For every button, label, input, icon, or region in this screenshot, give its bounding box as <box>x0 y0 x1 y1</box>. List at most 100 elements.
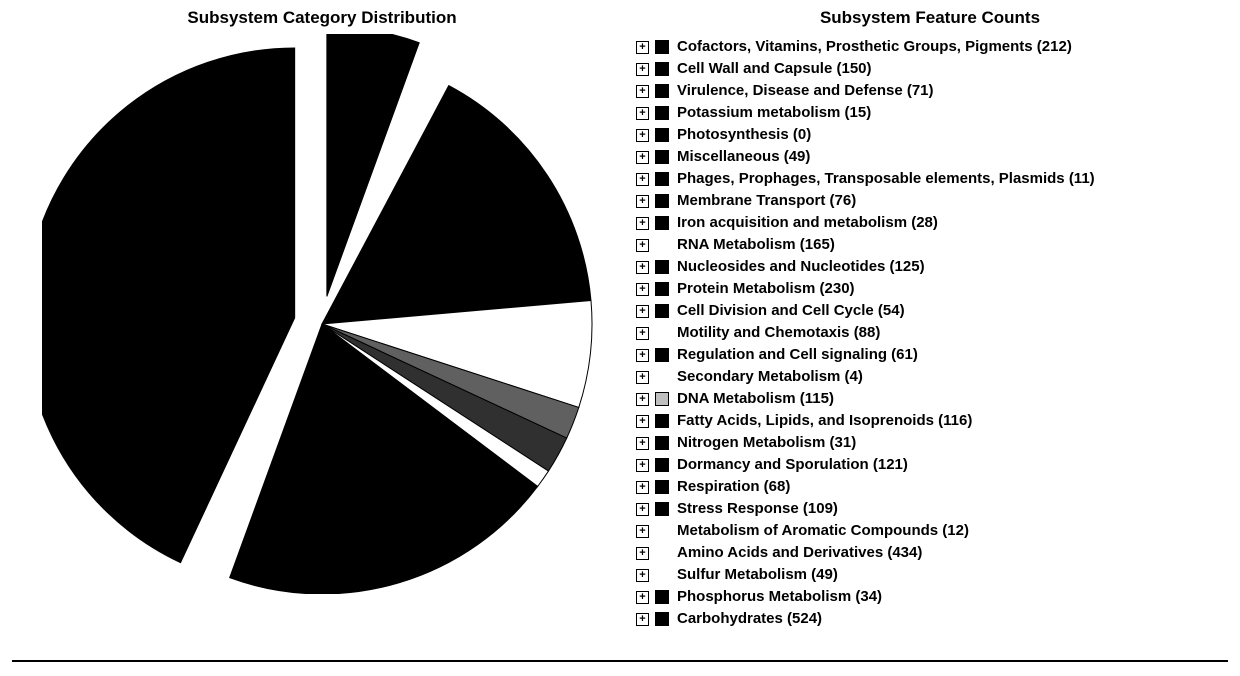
expand-icon[interactable]: + <box>636 85 649 98</box>
legend-item[interactable]: + Nucleosides and Nucleotides (125) <box>636 256 1228 278</box>
main-container: Subsystem Category Distribution Subsyste… <box>0 0 1240 676</box>
color-swatch <box>655 480 669 494</box>
color-swatch <box>655 546 669 560</box>
legend-item[interactable]: + DNA Metabolism (115) <box>636 388 1228 410</box>
legend-label: Regulation and Cell signaling (61) <box>677 344 918 366</box>
expand-icon[interactable]: + <box>636 129 649 142</box>
legend-item[interactable]: + Phosphorus Metabolism (34) <box>636 586 1228 608</box>
legend-item[interactable]: + Cell Wall and Capsule (150) <box>636 58 1228 80</box>
legend-item[interactable]: +Nitrogen Metabolism (31) <box>636 432 1228 454</box>
expand-icon[interactable]: + <box>636 569 649 582</box>
legend-item[interactable]: + Regulation and Cell signaling (61) <box>636 344 1228 366</box>
color-swatch <box>655 436 669 450</box>
legend-item[interactable]: +Cell Division and Cell Cycle (54) <box>636 300 1228 322</box>
legend-label: Amino Acids and Derivatives (434) <box>677 542 922 564</box>
expand-icon[interactable]: + <box>636 305 649 318</box>
expand-icon[interactable]: + <box>636 371 649 384</box>
legend-label: Photosynthesis (0) <box>677 124 811 146</box>
legend-item[interactable]: + Carbohydrates (524) <box>636 608 1228 630</box>
legend-item[interactable]: +Cofactors, Vitamins, Prosthetic Groups,… <box>636 36 1228 58</box>
legend-label: Nucleosides and Nucleotides (125) <box>677 256 925 278</box>
legend-label: Phages, Prophages, Transposable elements… <box>677 168 1095 190</box>
color-swatch <box>655 260 669 274</box>
expand-icon[interactable]: + <box>636 415 649 428</box>
expand-icon[interactable]: + <box>636 503 649 516</box>
legend-item[interactable]: +Metabolism of Aromatic Compounds (12) <box>636 520 1228 542</box>
expand-icon[interactable]: + <box>636 459 649 472</box>
expand-icon[interactable]: + <box>636 525 649 538</box>
legend-label: Membrane Transport (76) <box>677 190 856 212</box>
color-swatch <box>655 106 669 120</box>
legend-label: Carbohydrates (524) <box>677 608 822 630</box>
expand-icon[interactable]: + <box>636 41 649 54</box>
legend-label: Cell Wall and Capsule (150) <box>677 58 872 80</box>
color-swatch <box>655 282 669 296</box>
expand-icon[interactable]: + <box>636 283 649 296</box>
expand-icon[interactable]: + <box>636 393 649 406</box>
legend-label: Dormancy and Sporulation (121) <box>677 454 908 476</box>
expand-icon[interactable]: + <box>636 63 649 76</box>
expand-icon[interactable]: + <box>636 591 649 604</box>
legend-item[interactable]: + Photosynthesis (0) <box>636 124 1228 146</box>
color-swatch <box>655 62 669 76</box>
legend-label: RNA Metabolism (165) <box>677 234 835 256</box>
legend-label: Respiration (68) <box>677 476 790 498</box>
legend-item[interactable]: +Potassium metabolism (15) <box>636 102 1228 124</box>
legend-label: Phosphorus Metabolism (34) <box>677 586 882 608</box>
legend-label: Virulence, Disease and Defense (71) <box>677 80 934 102</box>
legend-item[interactable]: + Amino Acids and Derivatives (434) <box>636 542 1228 564</box>
legend-item[interactable]: + Sulfur Metabolism (49) <box>636 564 1228 586</box>
expand-icon[interactable]: + <box>636 151 649 164</box>
legend-item[interactable]: + RNA Metabolism (165) <box>636 234 1228 256</box>
expand-icon[interactable]: + <box>636 481 649 494</box>
legend-label: Stress Response (109) <box>677 498 838 520</box>
chart-title: Subsystem Category Distribution <box>187 8 456 28</box>
color-swatch <box>655 84 669 98</box>
expand-icon[interactable]: + <box>636 261 649 274</box>
color-swatch <box>655 172 669 186</box>
legend-item[interactable]: + Miscellaneous (49) <box>636 146 1228 168</box>
legend-label: DNA Metabolism (115) <box>677 388 834 410</box>
legend-label: Sulfur Metabolism (49) <box>677 564 838 586</box>
expand-icon[interactable]: + <box>636 217 649 230</box>
legend-item[interactable]: + Virulence, Disease and Defense (71) <box>636 80 1228 102</box>
legend-item[interactable]: + Respiration (68) <box>636 476 1228 498</box>
legend-list: +Cofactors, Vitamins, Prosthetic Groups,… <box>632 34 1228 630</box>
expand-icon[interactable]: + <box>636 437 649 450</box>
legend-item[interactable]: +Iron acquisition and metabolism (28) <box>636 212 1228 234</box>
color-swatch <box>655 304 669 318</box>
legend-item[interactable]: + Membrane Transport (76) <box>636 190 1228 212</box>
color-swatch <box>655 326 669 340</box>
legend-item[interactable]: + Motility and Chemotaxis (88) <box>636 322 1228 344</box>
expand-icon[interactable]: + <box>636 107 649 120</box>
expand-icon[interactable]: + <box>636 173 649 186</box>
expand-icon[interactable]: + <box>636 613 649 626</box>
expand-icon[interactable]: + <box>636 195 649 208</box>
color-swatch <box>655 216 669 230</box>
color-swatch <box>655 40 669 54</box>
legend-item[interactable]: + Phages, Prophages, Transposable element… <box>636 168 1228 190</box>
color-swatch <box>655 590 669 604</box>
legend-item[interactable]: + Protein Metabolism (230) <box>636 278 1228 300</box>
pie-chart <box>42 34 602 594</box>
color-swatch <box>655 238 669 252</box>
color-swatch <box>655 128 669 142</box>
expand-icon[interactable]: + <box>636 547 649 560</box>
legend-label: Protein Metabolism (230) <box>677 278 855 300</box>
expand-icon[interactable]: + <box>636 327 649 340</box>
color-swatch <box>655 568 669 582</box>
legend-label: Motility and Chemotaxis (88) <box>677 322 880 344</box>
pie-slice[interactable] <box>42 48 295 563</box>
expand-icon[interactable]: + <box>636 239 649 252</box>
legend-item[interactable]: + Stress Response (109) <box>636 498 1228 520</box>
color-swatch <box>655 392 669 406</box>
color-swatch <box>655 458 669 472</box>
legend-panel: Subsystem Feature Counts +Cofactors, Vit… <box>632 8 1228 668</box>
legend-item[interactable]: +Fatty Acids, Lipids, and Isoprenoids (1… <box>636 410 1228 432</box>
legend-label: Miscellaneous (49) <box>677 146 810 168</box>
divider <box>12 660 1228 662</box>
legend-item[interactable]: +Secondary Metabolism (4) <box>636 366 1228 388</box>
legend-item[interactable]: + Dormancy and Sporulation (121) <box>636 454 1228 476</box>
color-swatch <box>655 194 669 208</box>
expand-icon[interactable]: + <box>636 349 649 362</box>
